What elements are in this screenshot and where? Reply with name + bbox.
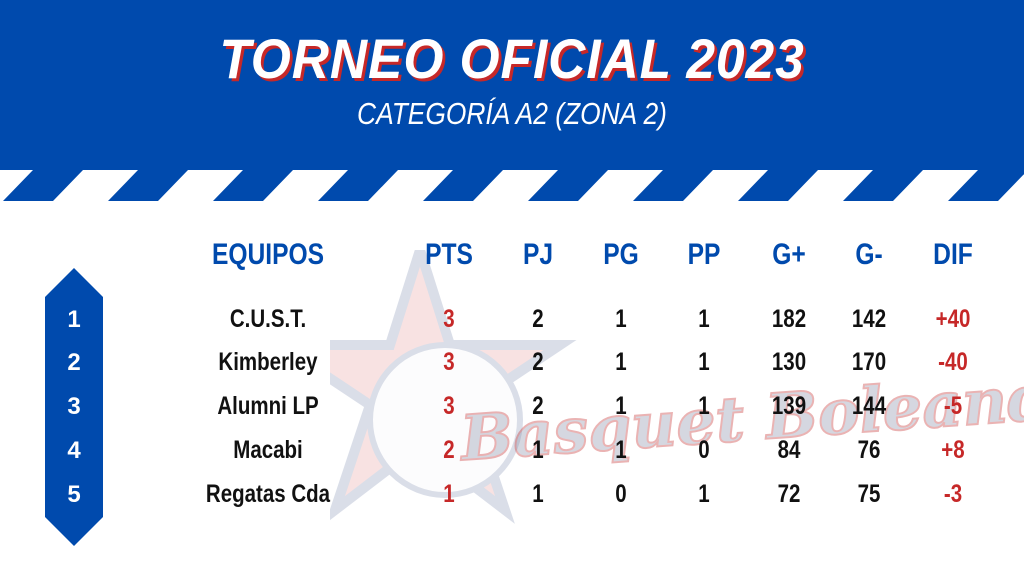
column-header-7: DIF: [933, 238, 973, 271]
rank-bar: [45, 268, 103, 546]
table-cell-gc: 144: [851, 392, 887, 420]
stripe: [683, 170, 768, 201]
column-header-3: PG: [603, 238, 639, 271]
stripe: [0, 170, 33, 201]
stripe: [368, 170, 453, 201]
table-cell-pg: 0: [615, 480, 627, 508]
table-cell-pj: 2: [532, 348, 544, 376]
column-header-5: G+: [772, 238, 806, 271]
table-cell-pg: 1: [615, 305, 627, 333]
rank-number: 1: [67, 306, 81, 333]
stripe: [158, 170, 243, 201]
table-cell-dif: -5: [943, 392, 963, 420]
table-cell-gf: 72: [777, 480, 801, 508]
table-cell-pts: 3: [443, 392, 455, 420]
table-cell-pp: 1: [698, 348, 710, 376]
table-cell-dif: -40: [938, 348, 968, 376]
table-cell-dif: +40: [935, 305, 971, 333]
table-cell-dif: +8: [941, 436, 965, 464]
page-subtitle: CATEGORÍA A2 (ZONA 2): [357, 96, 667, 131]
stripe: [473, 170, 558, 201]
table-cell-pp: 1: [698, 392, 710, 420]
stripe: [578, 170, 663, 201]
table-cell-team: Alumni LP: [217, 392, 319, 420]
table-cell-pts: 1: [443, 480, 455, 508]
rank-number: 5: [67, 481, 81, 508]
column-header-0: EQUIPOS: [211, 238, 325, 271]
rank-number: 3: [67, 393, 81, 420]
table-cell-pg: 1: [615, 392, 627, 420]
table-cell-pp: 0: [698, 436, 710, 464]
column-header-2: PJ: [522, 238, 554, 271]
table-cell-team: Regatas Cda: [205, 480, 331, 508]
table-cell-gf: 139: [771, 392, 807, 420]
table-cell-dif: -3: [943, 480, 963, 508]
stripe: [893, 170, 978, 201]
table-cell-pp: 1: [698, 480, 710, 508]
star-logo-watermark: [330, 250, 577, 524]
column-header-6: G-: [855, 238, 883, 271]
stripe: [263, 170, 348, 201]
table-cell-pts: 2: [443, 436, 455, 464]
table-cell-gf: 84: [777, 436, 801, 464]
table-cell-pg: 1: [615, 436, 627, 464]
column-header-1: PTS: [425, 238, 473, 271]
table-cell-team: C.U.S.T.: [229, 305, 307, 333]
table-cell-pj: 2: [532, 305, 544, 333]
table-cell-gc: 76: [857, 436, 881, 464]
rank-number: 2: [67, 349, 81, 376]
rank-number: 4: [67, 437, 81, 464]
table-cell-pp: 1: [698, 305, 710, 333]
table-cell-team: Macabi: [233, 436, 303, 464]
table-cell-gc: 75: [857, 480, 881, 508]
stripe: [53, 170, 138, 201]
table-cell-pj: 1: [532, 480, 544, 508]
header-banner: TORNEO OFICIAL 2023 CATEGORÍA A2 (ZONA 2…: [0, 0, 1024, 170]
stripe: [788, 170, 873, 201]
table-cell-pts: 3: [443, 348, 455, 376]
table-cell-pj: 2: [532, 392, 544, 420]
table-cell-pg: 1: [615, 348, 627, 376]
table-cell-team: Kimberley: [218, 348, 318, 376]
table-cell-gc: 142: [851, 305, 887, 333]
page-title: TORNEO OFICIAL 2023: [219, 27, 805, 90]
table-cell-pts: 3: [443, 305, 455, 333]
table-cell-pj: 1: [532, 436, 544, 464]
table-cell-gf: 182: [771, 305, 807, 333]
column-header-4: PP: [687, 238, 721, 271]
table-cell-gf: 130: [771, 348, 807, 376]
table-cell-gc: 170: [851, 348, 887, 376]
stripe-band: [0, 170, 1024, 201]
